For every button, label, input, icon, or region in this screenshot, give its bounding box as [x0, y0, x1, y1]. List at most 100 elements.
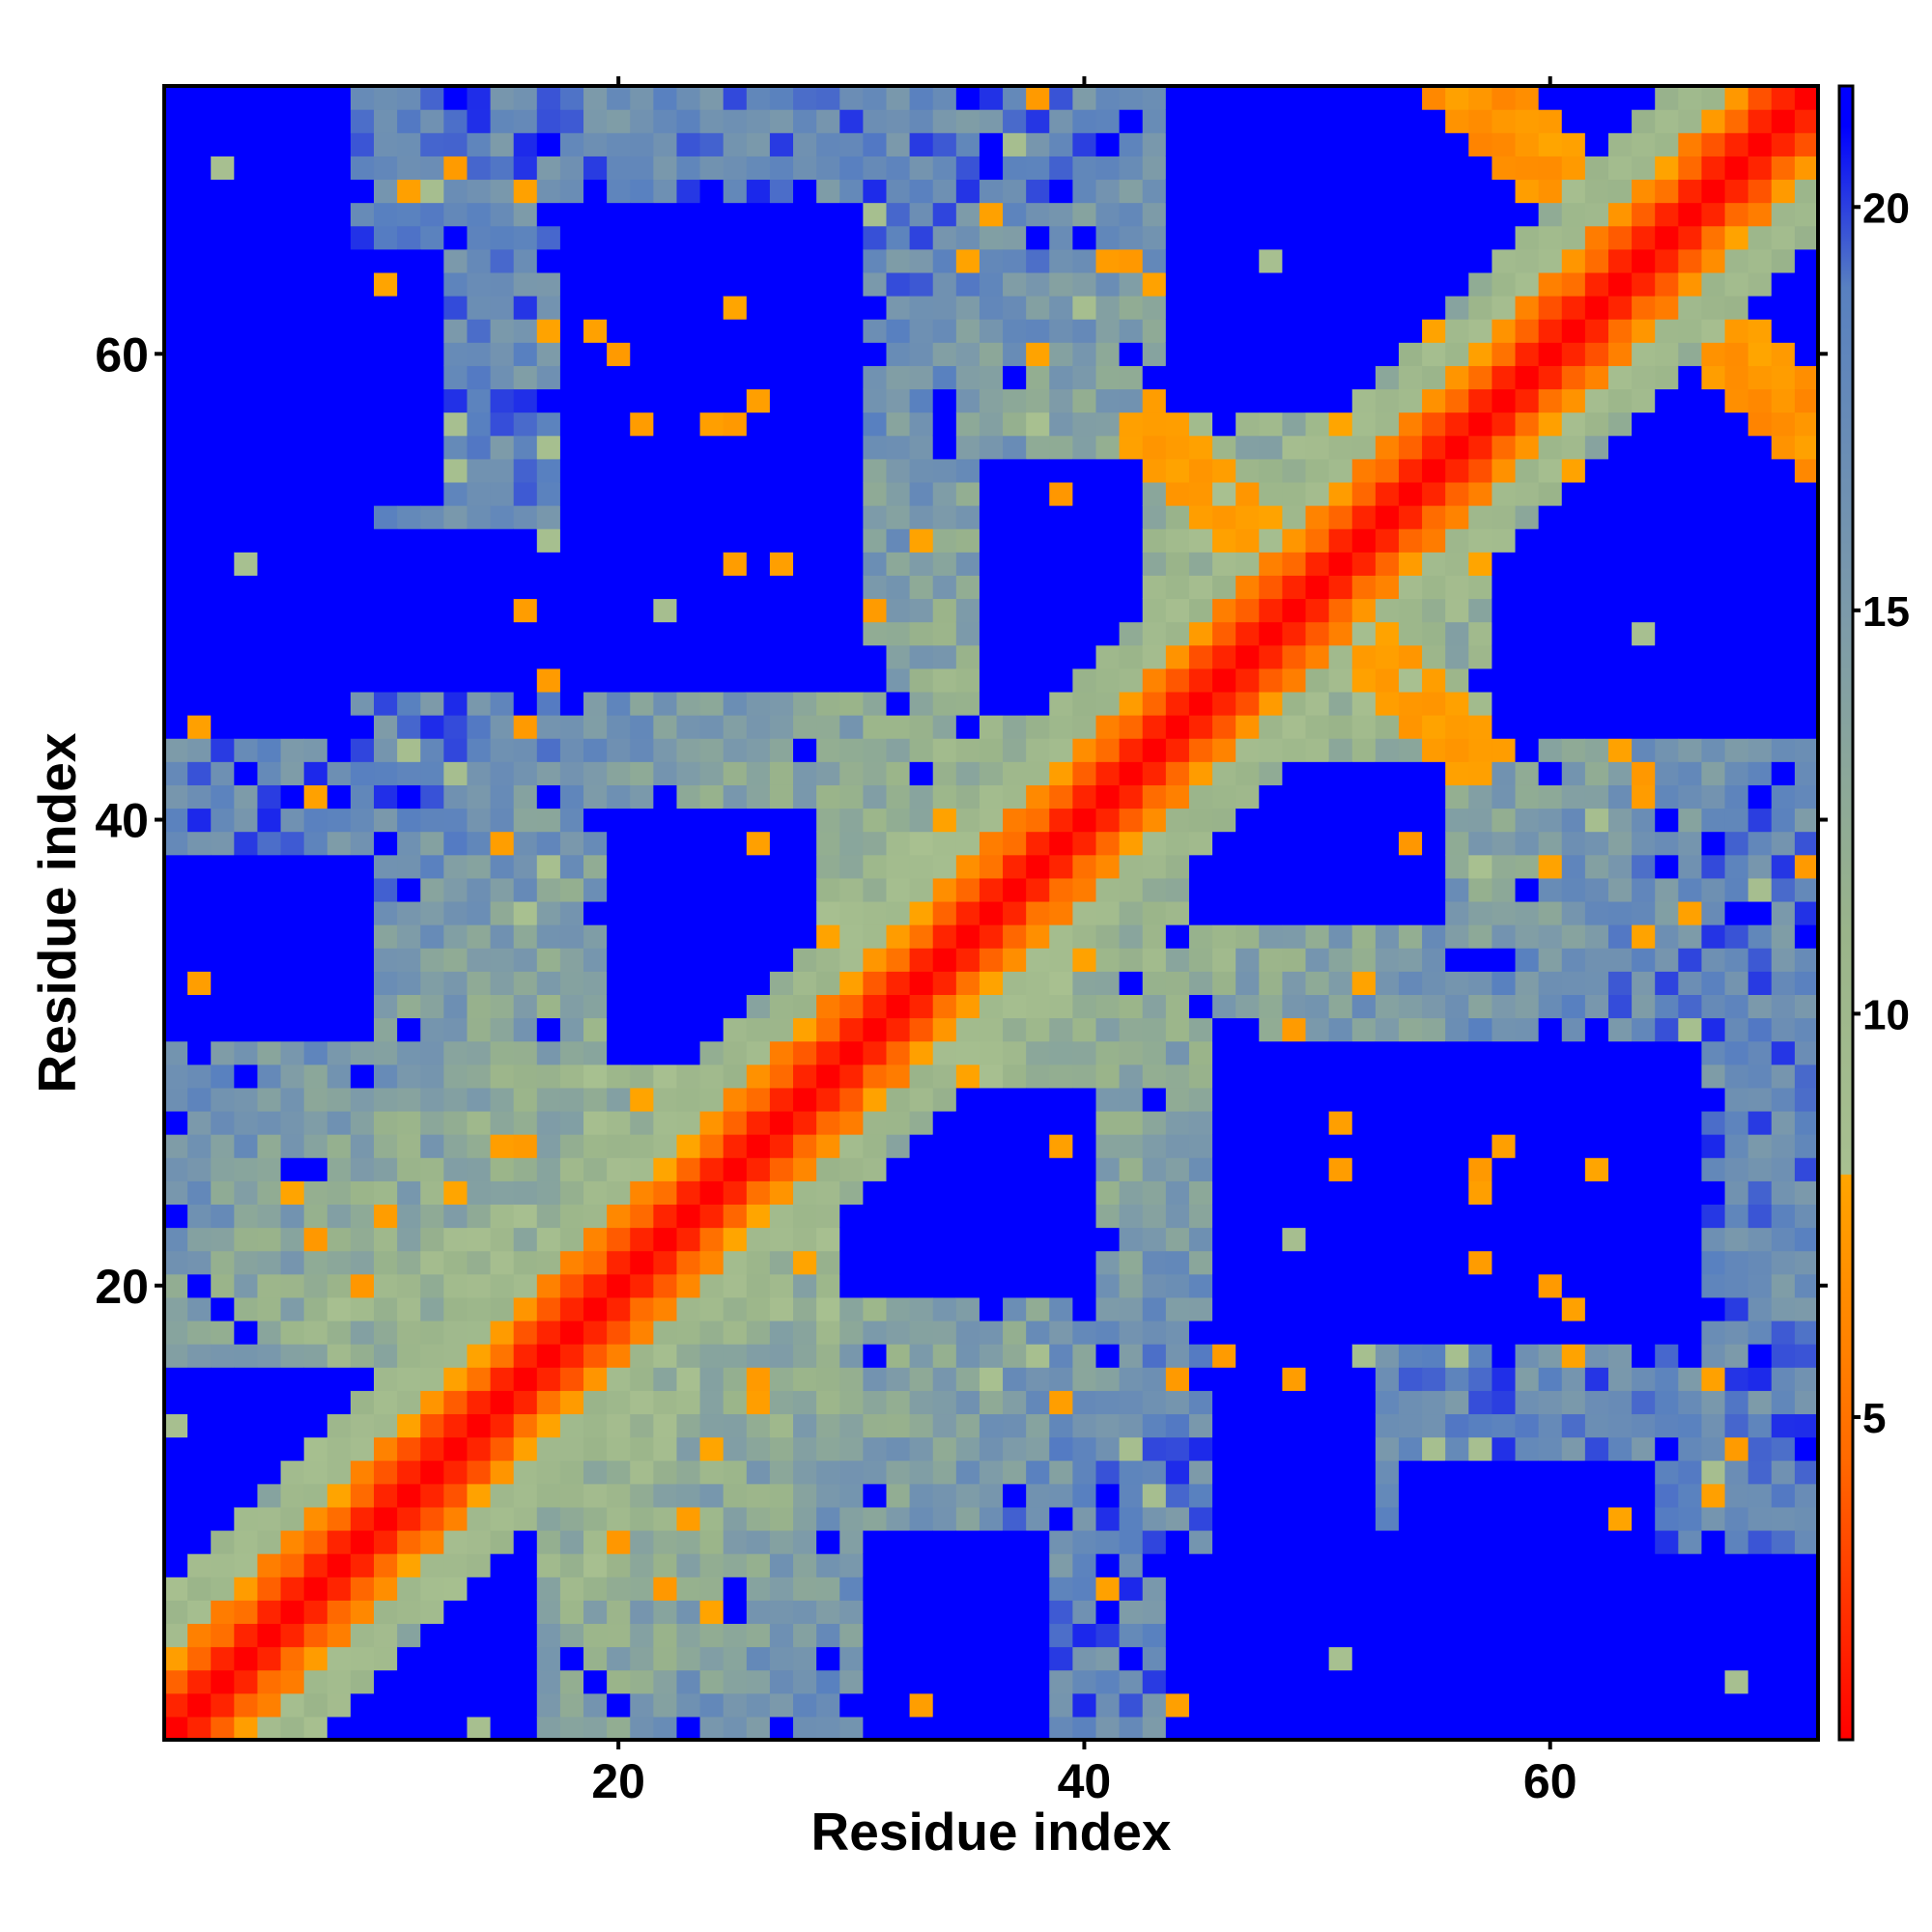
heatmap-cell — [1422, 1623, 1446, 1648]
heatmap-cell — [1142, 1483, 1167, 1508]
heatmap-cell — [723, 854, 748, 879]
heatmap-cell — [443, 179, 469, 204]
heatmap-cell — [1259, 528, 1284, 553]
heatmap-cell — [1515, 481, 1540, 506]
heatmap-cell — [909, 1110, 934, 1135]
heatmap-cell — [1305, 1646, 1330, 1671]
heatmap-cell — [1724, 971, 1749, 995]
heatmap-cell — [769, 365, 794, 390]
heatmap-cell — [513, 1623, 538, 1648]
heatmap-cell — [374, 342, 398, 366]
heatmap-cell — [1445, 691, 1469, 716]
heatmap-cell — [1398, 715, 1423, 739]
heatmap-cell — [1538, 1180, 1563, 1206]
heatmap-cell — [653, 296, 678, 320]
heatmap-cell — [280, 1134, 305, 1158]
heatmap-cell — [1212, 1646, 1236, 1671]
heatmap-cell — [211, 248, 235, 273]
heatmap-cell — [420, 1553, 444, 1577]
heatmap-cell — [1747, 132, 1773, 156]
heatmap-cell — [653, 132, 678, 156]
heatmap-cell — [1188, 761, 1213, 785]
heatmap-cell — [1538, 761, 1563, 785]
heatmap-cell — [816, 225, 840, 250]
heatmap-cell — [886, 1646, 911, 1671]
heatmap-cell — [536, 296, 561, 320]
heatmap-cell — [583, 948, 608, 972]
heatmap-cell — [955, 412, 980, 437]
heatmap-cell — [327, 1227, 352, 1252]
heatmap-cell — [1188, 1134, 1213, 1158]
heatmap-cell — [374, 598, 398, 623]
heatmap-cell — [1259, 1134, 1284, 1158]
heatmap-cell — [630, 994, 654, 1019]
heatmap-cell — [1515, 1180, 1540, 1206]
heatmap-cell — [1445, 854, 1469, 879]
heatmap-cell — [420, 1646, 444, 1671]
heatmap-cell — [699, 1553, 724, 1577]
heatmap-cell — [513, 248, 538, 273]
heatmap-cell — [1351, 248, 1377, 273]
heatmap-cell — [1072, 1087, 1097, 1112]
heatmap-cell — [1422, 1040, 1446, 1065]
heatmap-cell — [1538, 1483, 1563, 1508]
heatmap-cell — [1701, 296, 1726, 320]
heatmap-cell — [1678, 156, 1703, 181]
heatmap-cell — [1398, 156, 1423, 181]
heatmap-cell — [1747, 552, 1773, 576]
heatmap-cell — [280, 458, 305, 483]
heatmap-cell — [350, 505, 375, 529]
heatmap-cell — [793, 109, 817, 133]
heatmap-cell — [280, 1344, 305, 1368]
heatmap-cell — [443, 1692, 469, 1718]
heatmap-cell — [1003, 1320, 1027, 1345]
heatmap-cell — [699, 86, 724, 110]
heatmap-cell — [536, 1273, 561, 1298]
heatmap-cell — [1119, 435, 1144, 460]
heatmap-cell — [1655, 900, 1679, 925]
heatmap-cell — [653, 1716, 678, 1741]
heatmap-cell — [1328, 296, 1353, 320]
heatmap-cell — [1119, 971, 1144, 995]
heatmap-cell — [1584, 552, 1609, 576]
heatmap-cell — [653, 877, 678, 902]
heatmap-cell — [1351, 1553, 1377, 1577]
heatmap-cell — [1305, 831, 1330, 856]
heatmap-cell — [909, 854, 934, 879]
heatmap-cell — [955, 156, 980, 181]
heatmap-cell — [187, 1483, 212, 1508]
heatmap-cell — [1351, 1296, 1377, 1321]
heatmap-cell — [1747, 1553, 1773, 1577]
heatmap-cell — [1632, 598, 1656, 623]
heatmap-cell — [164, 552, 188, 576]
heatmap-cell — [1747, 1692, 1773, 1718]
heatmap-cell — [630, 1180, 654, 1206]
heatmap-cell — [1747, 644, 1773, 669]
heatmap-cell — [1049, 644, 1073, 669]
heatmap-cell — [793, 271, 817, 297]
heatmap-cell — [303, 1529, 328, 1554]
heatmap-cell — [1049, 1250, 1073, 1275]
heatmap-cell — [1701, 1413, 1726, 1438]
heatmap-cell — [863, 575, 888, 600]
heatmap-cell — [1701, 1460, 1726, 1485]
heatmap-cell — [1584, 831, 1609, 856]
heatmap-cell — [211, 1087, 235, 1112]
heatmap-cell — [443, 1367, 469, 1391]
heatmap-cell — [1119, 1483, 1144, 1508]
heatmap-cell — [583, 1040, 608, 1065]
heatmap-cell — [769, 388, 794, 413]
heatmap-cell — [327, 109, 352, 133]
heatmap-cell — [397, 971, 421, 995]
heatmap-cell — [1747, 342, 1773, 366]
heatmap-cell — [1678, 1460, 1703, 1485]
heatmap-cell — [303, 109, 328, 133]
heatmap-cell — [1724, 271, 1749, 297]
heatmap-cell — [211, 1529, 235, 1554]
heatmap-cell — [886, 1716, 911, 1741]
heatmap-cell — [443, 1017, 469, 1042]
heatmap-cell — [769, 808, 794, 833]
heatmap-cell — [955, 1064, 980, 1089]
heatmap-cell — [1655, 412, 1679, 437]
heatmap-cell — [839, 1436, 864, 1462]
